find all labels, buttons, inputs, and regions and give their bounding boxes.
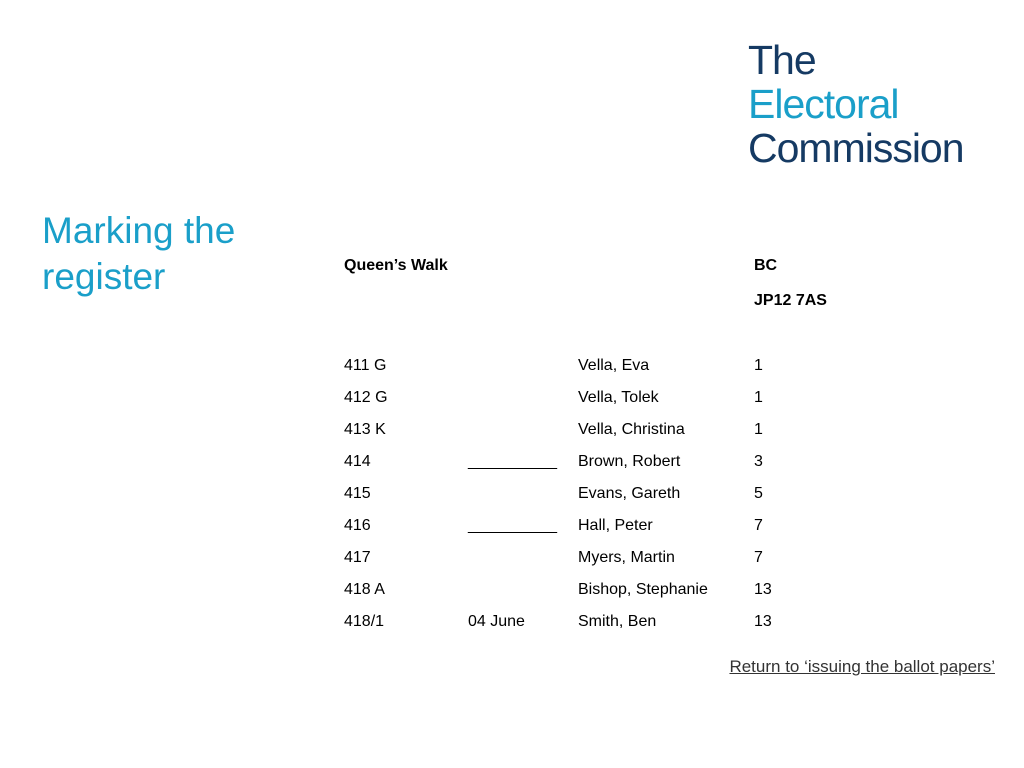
elector-number: 415 (344, 485, 371, 502)
table-row: 414 __________ Brown, Robert 3 (344, 450, 804, 482)
elector-number: 413 K (344, 421, 386, 438)
electoral-commission-logo: The Electoral Commission (748, 37, 965, 171)
table-row: 418/1 04 June Smith, Ben 13 (344, 610, 804, 642)
elector-number: 412 G (344, 389, 388, 406)
register-district-code: BC (754, 257, 778, 274)
elector-address: 1 (754, 357, 763, 374)
table-row: 418 A Bishop, Stephanie 13 (344, 578, 804, 610)
table-row: 411 G Vella, Eva 1 (344, 354, 804, 386)
elector-number: 418/1 (344, 613, 385, 630)
logo-line-the: The (748, 37, 817, 83)
elector-name: Bishop, Stephanie (578, 581, 708, 598)
elector-address: 13 (754, 613, 772, 630)
elector-address: 5 (754, 485, 763, 502)
elector-name: Brown, Robert (578, 453, 681, 470)
elector-name: Smith, Ben (578, 613, 657, 630)
register-polling-district: JP12 7AS (754, 292, 827, 309)
elector-mark: __________ (468, 517, 557, 534)
elector-name: Hall, Peter (578, 517, 653, 534)
page-title: Marking the register (42, 210, 236, 297)
elector-address: 7 (754, 517, 763, 534)
elector-name: Vella, Tolek (578, 389, 659, 406)
table-row: 413 K Vella, Christina 1 (344, 418, 804, 450)
elector-number: 418 A (344, 581, 385, 598)
elector-address: 3 (754, 453, 763, 470)
elector-address: 1 (754, 421, 763, 438)
elector-address: 7 (754, 549, 763, 566)
elector-address: 13 (754, 581, 772, 598)
elector-name: Vella, Eva (578, 357, 650, 374)
elector-mark: __________ (468, 453, 557, 470)
table-row: 417 Myers, Martin 7 (344, 546, 804, 578)
logo-line-electoral: Electoral (748, 81, 900, 127)
register-street: Queen’s Walk (344, 257, 448, 274)
elector-number: 411 G (344, 357, 387, 374)
return-to-issuing-ballot-papers-link[interactable]: Return to ‘issuing the ballot papers’ (729, 657, 995, 676)
elector-number: 416 (344, 517, 371, 534)
elector-number: 414 (344, 453, 371, 470)
logo-line-commission: Commission (748, 125, 965, 171)
elector-address: 1 (754, 389, 763, 406)
table-row: 416 __________ Hall, Peter 7 (344, 514, 804, 546)
table-row: 412 G Vella, Tolek 1 (344, 386, 804, 418)
elector-name: Evans, Gareth (578, 485, 681, 502)
elector-number: 417 (344, 549, 371, 566)
elector-name: Vella, Christina (578, 421, 685, 438)
table-row: 415 Evans, Gareth 5 (344, 482, 804, 514)
register-entries: 411 G Vella, Eva 1 412 G Vella, Tolek 1 … (344, 354, 804, 642)
elector-name: Myers, Martin (578, 549, 675, 566)
elector-mark: 04 June (468, 613, 525, 630)
